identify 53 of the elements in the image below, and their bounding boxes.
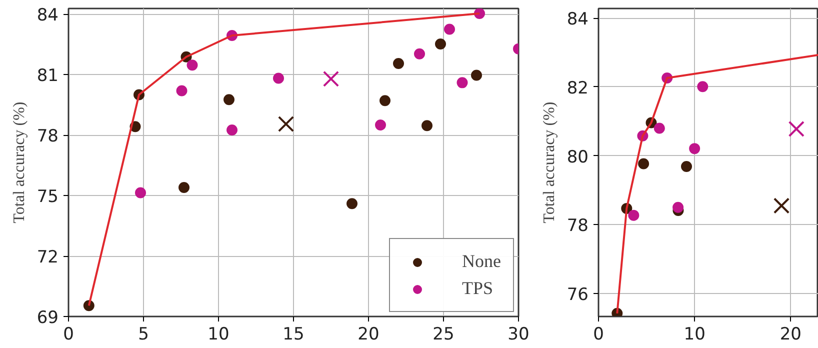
point <box>681 160 692 172</box>
y-tick-label: 84 <box>36 6 59 26</box>
y-tick-label: 80 <box>566 147 589 168</box>
x-tick-label: 25 <box>432 324 454 344</box>
point <box>697 81 708 92</box>
point <box>380 95 390 106</box>
point <box>788 120 804 138</box>
x-tick-label: 15 <box>282 324 304 344</box>
x-tick-label: 20 <box>358 324 380 344</box>
y-tick-label: 69 <box>36 308 59 328</box>
y-tick-label: 75 <box>36 187 59 208</box>
legend-label: None <box>462 251 501 272</box>
point <box>435 38 446 50</box>
point <box>471 70 482 81</box>
point <box>393 58 404 70</box>
point <box>456 77 468 88</box>
legend-label: TPS <box>462 278 494 299</box>
point <box>273 72 284 84</box>
x-tick-label: 10 <box>208 324 230 344</box>
point <box>278 116 294 132</box>
point <box>322 70 340 87</box>
point <box>178 182 190 193</box>
point <box>135 187 146 198</box>
point <box>444 24 455 35</box>
y-tick-label: 78 <box>566 216 589 236</box>
point <box>773 198 790 214</box>
point <box>689 143 700 154</box>
y-axis-title: Total accuracy (%) <box>540 102 558 224</box>
y-tick-label: 81 <box>36 66 59 86</box>
y-tick-label: 82 <box>566 78 589 98</box>
point <box>186 60 198 71</box>
point <box>654 122 665 134</box>
y-tick-label: 72 <box>36 248 59 268</box>
x-tick-label: 10 <box>684 324 706 344</box>
x-tick-label: 20 <box>780 324 802 344</box>
x-tick-label: 0 <box>593 324 604 344</box>
point <box>346 198 358 210</box>
x-tick-label: 30 <box>508 324 530 344</box>
y-axis-title: Total accuracy (%) <box>10 102 28 224</box>
point <box>628 210 640 221</box>
point <box>672 202 684 213</box>
point <box>414 48 425 60</box>
x-tick-label: 0 <box>63 324 74 344</box>
x-tick-label: 5 <box>138 324 149 344</box>
y-tick-label: 84 <box>566 10 589 30</box>
point <box>638 158 650 170</box>
y-tick-label: 76 <box>566 284 589 305</box>
point <box>224 94 234 106</box>
point <box>375 120 386 130</box>
y-tick-label: 78 <box>36 126 59 147</box>
point <box>422 120 432 132</box>
point <box>176 85 188 96</box>
point <box>226 124 238 136</box>
